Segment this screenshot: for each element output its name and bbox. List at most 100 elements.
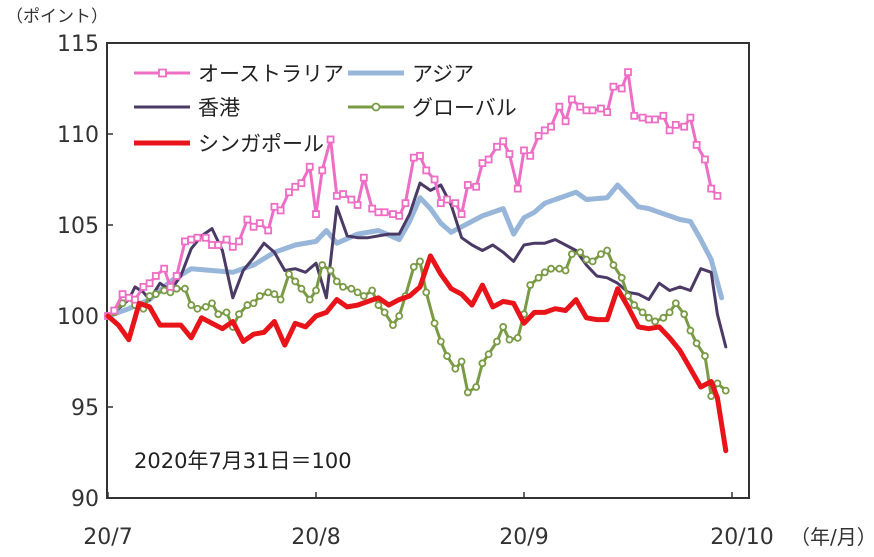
data-point-marker — [297, 179, 306, 188]
data-point-marker — [547, 122, 555, 131]
data-point-marker — [374, 301, 383, 309]
data-point-marker — [181, 284, 189, 293]
data-point-marker — [520, 146, 528, 155]
data-point-marker — [332, 277, 341, 286]
data-point-marker — [505, 150, 514, 158]
data-point-marker — [588, 257, 597, 266]
data-point-marker — [644, 313, 653, 322]
data-point-marker — [353, 288, 362, 297]
axes-layer: 90 95 100 105 110 115 20/7 20/8 20/9 20/10 — [57, 32, 774, 550]
data-point-marker — [609, 261, 618, 269]
series-group — [105, 182, 725, 319]
y-axis-unit-label: （ポイント） — [6, 7, 108, 27]
series-layer — [104, 68, 730, 454]
data-point-marker — [451, 364, 460, 373]
legend-entry: アジア — [348, 62, 474, 86]
data-point-marker — [291, 277, 300, 286]
data-point-marker — [430, 175, 439, 184]
series-group — [104, 68, 722, 320]
data-point-marker — [326, 266, 335, 275]
legend-entry: 香港 — [134, 96, 240, 120]
data-point-marker — [457, 357, 466, 366]
data-point-marker — [443, 195, 451, 204]
data-point-marker — [208, 299, 216, 308]
data-point-marker — [160, 264, 169, 273]
data-point-marker — [484, 350, 493, 359]
data-point-marker — [243, 301, 252, 309]
series-line — [105, 182, 725, 319]
data-point-marker — [249, 299, 258, 308]
data-point-marker — [187, 301, 196, 309]
data-point-marker — [597, 104, 605, 113]
data-point-marker — [359, 173, 368, 182]
data-point-marker — [499, 323, 508, 331]
data-point-marker — [638, 308, 647, 317]
x-tick-label: 20/7 — [83, 525, 132, 550]
data-point-marker — [395, 312, 404, 320]
data-point-marker — [312, 286, 320, 295]
data-point-marker — [582, 255, 591, 264]
series-line — [105, 253, 729, 454]
data-point-marker — [276, 295, 285, 304]
data-point-marker — [264, 226, 273, 235]
data-point-marker — [193, 233, 202, 242]
data-point-marker — [235, 237, 243, 246]
data-point-marker — [701, 352, 709, 360]
data-point-marker — [534, 131, 543, 140]
base-date-annotation: 2020年7月31日＝100 — [134, 449, 352, 473]
data-point-marker — [540, 268, 549, 277]
y-tick-label: 90 — [71, 487, 99, 512]
data-point-marker — [609, 82, 618, 91]
x-tick-label: 20/9 — [499, 525, 548, 550]
data-point-marker — [597, 250, 605, 259]
data-point-marker — [451, 199, 460, 208]
data-point-marker — [389, 321, 397, 330]
data-point-marker — [472, 182, 481, 191]
data-point-marker — [422, 166, 431, 175]
legend-entry: グローバル — [348, 96, 517, 120]
data-point-marker — [603, 246, 612, 255]
data-point-marker — [214, 310, 223, 319]
data-point-marker — [359, 292, 368, 300]
data-point-marker — [368, 204, 377, 213]
data-point-marker — [145, 292, 154, 300]
data-point-marker — [436, 199, 445, 208]
data-point-marker — [110, 306, 119, 315]
data-point-marker — [193, 304, 202, 313]
data-point-marker — [181, 237, 189, 246]
data-point-marker — [416, 257, 424, 266]
data-point-marker — [318, 166, 327, 175]
legend-entry: オーストラリア — [134, 62, 344, 86]
data-point-marker — [347, 284, 356, 293]
legend-label: オーストラリア — [198, 62, 344, 86]
series-group — [105, 253, 729, 454]
y-tick-label: 105 — [57, 214, 99, 239]
data-point-marker — [638, 113, 647, 122]
data-point-marker — [630, 111, 639, 120]
data-point-marker — [659, 313, 668, 322]
data-point-marker — [555, 102, 564, 111]
data-point-marker — [651, 317, 659, 326]
data-point-marker — [576, 248, 585, 257]
data-point-marker — [285, 188, 293, 197]
data-point-marker — [166, 282, 175, 291]
data-point-marker — [547, 264, 555, 273]
data-point-marker — [131, 295, 139, 304]
data-point-marker — [255, 292, 264, 300]
data-point-marker — [617, 84, 626, 93]
data-point-marker — [339, 190, 347, 198]
data-point-marker — [222, 235, 231, 244]
data-point-marker — [243, 215, 252, 224]
data-point-marker — [151, 290, 160, 299]
data-point-marker — [513, 333, 522, 342]
data-point-marker — [692, 339, 701, 348]
data-point-marker — [534, 273, 543, 282]
data-point-marker — [151, 272, 160, 280]
data-point-marker — [680, 310, 689, 319]
data-point-marker — [493, 142, 501, 151]
data-point-marker — [430, 319, 439, 328]
data-point-marker — [208, 241, 216, 249]
data-point-marker — [624, 292, 632, 300]
